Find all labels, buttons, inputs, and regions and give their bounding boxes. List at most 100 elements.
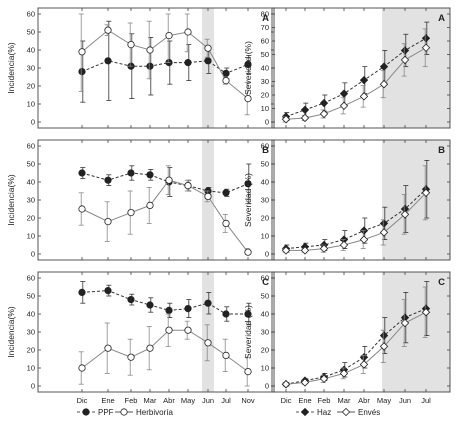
- x-tick-label: Nov: [241, 396, 255, 405]
- data-point: [78, 205, 86, 213]
- data-point: [165, 306, 173, 314]
- y-tick-label: 50: [261, 292, 269, 301]
- legend-label: Herbivoría: [136, 408, 173, 417]
- y-axis-title: Incidencia(%): [6, 42, 16, 94]
- y-tick-label: 30: [27, 64, 35, 73]
- y-tick-label: 20: [27, 82, 35, 91]
- data-point: [319, 244, 329, 253]
- y-tick-label: 0: [31, 382, 35, 391]
- data-point: [146, 344, 154, 352]
- legend-item: PPF: [77, 408, 114, 417]
- data-point: [204, 192, 212, 200]
- data-point: [319, 109, 329, 119]
- y-axis-title: Severidad (%): [243, 305, 253, 359]
- shaded-region: [202, 140, 214, 260]
- data-point: [421, 308, 431, 317]
- data-point: [379, 219, 389, 228]
- y-tick-label: 50: [27, 28, 35, 37]
- data-point: [204, 44, 212, 52]
- legend-label: Haz: [317, 408, 331, 417]
- y-tick-label: 40: [261, 178, 269, 187]
- data-point: [222, 77, 230, 85]
- legend-item: Herbivoría: [115, 408, 173, 417]
- data-point: [319, 374, 329, 383]
- data-point: [244, 60, 252, 69]
- series-envés: [281, 28, 431, 124]
- series-envés: [281, 165, 431, 255]
- x-tick-label: Dic: [281, 396, 292, 405]
- data-point: [281, 246, 291, 255]
- y-tick-label: 60: [27, 274, 35, 283]
- panel-letter: B: [262, 145, 269, 156]
- x-tick-label: Jul: [221, 396, 231, 405]
- legend-right: Haz Envés: [296, 407, 380, 417]
- shaded-region: [382, 140, 450, 260]
- data-point: [421, 188, 431, 197]
- data-point: [300, 105, 310, 115]
- data-point: [104, 286, 112, 295]
- data-point: [184, 58, 192, 67]
- data-point: [379, 62, 389, 71]
- legend-marker: [120, 408, 128, 416]
- data-point: [359, 75, 369, 85]
- data-point: [244, 367, 252, 376]
- y-tick-label: 40: [27, 310, 35, 319]
- data-point: [127, 353, 135, 361]
- data-point: [184, 326, 192, 334]
- data-point: [127, 169, 135, 177]
- data-point: [300, 246, 310, 255]
- y-tick-label: 20: [27, 346, 35, 355]
- data-point: [244, 248, 252, 256]
- x-tick-label: Jun: [202, 396, 214, 405]
- data-point: [222, 189, 230, 197]
- data-point: [281, 115, 291, 124]
- data-point: [127, 295, 135, 304]
- series-herbivoría: [78, 313, 252, 387]
- y-axis-title: Incidencia(%): [6, 174, 16, 226]
- y-tick-label: 40: [27, 178, 35, 187]
- legend-marker: [82, 408, 90, 416]
- x-tick-label: Ene: [101, 396, 114, 405]
- x-tick-label: Jul: [421, 396, 431, 405]
- panel-letter: A: [262, 13, 269, 24]
- plot-frame: [37, 7, 275, 129]
- y-tick-label: 0: [265, 250, 269, 259]
- plot-frame: [37, 139, 275, 261]
- y-tick-label: 0: [31, 250, 35, 259]
- data-point: [104, 26, 112, 34]
- data-point: [379, 342, 389, 351]
- y-tick-label: 30: [261, 196, 269, 205]
- y-tick-label: 60: [261, 274, 269, 283]
- data-point: [204, 299, 212, 307]
- data-point: [184, 182, 192, 190]
- data-point: [300, 378, 310, 387]
- shaded-region: [382, 272, 450, 392]
- shaded-region: [382, 8, 450, 128]
- y-axis-title: Incidencia(%): [6, 306, 16, 358]
- y-tick-label: 40: [261, 310, 269, 319]
- data-point: [146, 62, 154, 70]
- series-haz: [281, 21, 431, 122]
- y-tick-label: 30: [261, 77, 269, 86]
- y-tick-label: 40: [27, 46, 35, 55]
- legend-item: Haz: [296, 407, 331, 417]
- data-point: [400, 55, 410, 65]
- y-tick-label: 20: [261, 214, 269, 223]
- chart-b-incidence: 0 10 20 30 40 50 60 Incidencia(%) B: [6, 139, 275, 261]
- y-tick-label: 10: [27, 364, 35, 373]
- panel-letter: A: [438, 13, 445, 24]
- y-tick-label: 50: [27, 292, 35, 301]
- panel-letter: B: [438, 145, 445, 156]
- shaded-region: [202, 272, 214, 392]
- chart-c-incidence: 0 10 20 30 40 50 60 Dic Ene Feb Mar Abr May Jun Jul Nov…: [6, 271, 275, 405]
- x-tick-label: Jun: [399, 396, 411, 405]
- data-point: [104, 57, 112, 65]
- data-point: [300, 113, 310, 123]
- x-tick-label: Ene: [298, 396, 311, 405]
- data-point: [165, 176, 173, 184]
- y-tick-label: 10: [261, 232, 269, 241]
- series-herbivoría: [78, 165, 252, 256]
- data-point: [244, 180, 252, 188]
- data-point: [104, 176, 112, 184]
